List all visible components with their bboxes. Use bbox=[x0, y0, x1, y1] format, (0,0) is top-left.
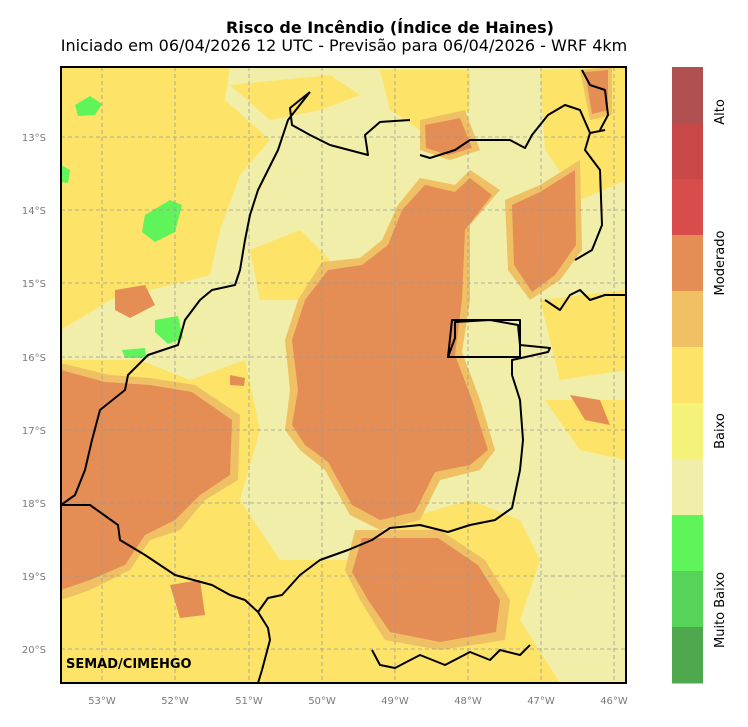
colorbar-segment bbox=[672, 347, 703, 404]
lon-tick-label: 53°W bbox=[88, 696, 116, 707]
lon-tick-label: 52°W bbox=[161, 696, 189, 707]
df-border bbox=[447, 319, 521, 358]
map-subtitle: Iniciado em 06/04/2026 12 UTC - Previsão… bbox=[60, 36, 628, 55]
colorbar-segment bbox=[672, 459, 703, 516]
colorbar-label-baixo: Baixo bbox=[713, 413, 728, 449]
colorbar-label-moderado: Moderado bbox=[713, 230, 728, 295]
lat-tick-label: 19°S bbox=[22, 572, 46, 583]
lon-tick-label: 51°W bbox=[235, 696, 263, 707]
lat-tick-label: 18°S bbox=[22, 499, 46, 510]
south-border bbox=[257, 611, 531, 683]
colorbar-segment bbox=[672, 67, 703, 124]
colorbar-segment bbox=[672, 403, 703, 460]
lon-tick-label: 48°W bbox=[454, 696, 482, 707]
colorbar-segment bbox=[672, 627, 703, 684]
map-title: Risco de Incêndio (Índice de Haines) bbox=[226, 18, 554, 37]
map-field bbox=[61, 67, 626, 683]
lon-tick-label: 47°W bbox=[527, 696, 555, 707]
colorbar-label-muito-baixo: Muito Baixo bbox=[713, 572, 728, 648]
lat-tick-label: 14°S bbox=[22, 206, 46, 217]
lat-tick-label: 16°S bbox=[22, 353, 46, 364]
colorbar-segment bbox=[672, 515, 703, 572]
colorbar-segment bbox=[672, 291, 703, 348]
colorbar-segment bbox=[672, 123, 703, 180]
colorbar-class-labels: Alto Moderado Baixo Muito Baixo bbox=[713, 99, 728, 648]
lon-tick-label: 46°W bbox=[600, 696, 628, 707]
lon-tick-labels: 53°W 52°W 51°W 50°W 49°W 48°W 47°W 46°W bbox=[88, 696, 628, 707]
east-border bbox=[544, 132, 626, 311]
state-borders bbox=[61, 69, 626, 683]
very-low-risk-zones bbox=[61, 96, 183, 358]
moderate-risk-zones bbox=[61, 70, 610, 642]
map-frame bbox=[60, 66, 627, 684]
colorbar-segment bbox=[672, 179, 703, 236]
lat-tick-label: 17°S bbox=[22, 426, 46, 437]
colorbar-segment bbox=[672, 571, 703, 628]
lat-tick-label: 20°S bbox=[22, 645, 46, 656]
lat-tick-labels: 13°S 14°S 15°S 16°S 17°S 18°S 19°S 20°S bbox=[22, 133, 46, 656]
lat-tick-label: 15°S bbox=[22, 279, 46, 290]
colorbar-label-alto: Alto bbox=[713, 99, 728, 125]
northwest-border bbox=[581, 69, 609, 131]
lat-tick-label: 13°S bbox=[22, 133, 46, 144]
colorbar-segment bbox=[672, 235, 703, 292]
goias-border bbox=[61, 91, 606, 613]
lon-tick-label: 49°W bbox=[381, 696, 409, 707]
credit-label: SEMAD/CIMEHGO bbox=[66, 657, 192, 672]
lat-lon-grid bbox=[61, 67, 626, 683]
colorbar bbox=[672, 67, 703, 684]
lon-tick-label: 50°W bbox=[308, 696, 336, 707]
